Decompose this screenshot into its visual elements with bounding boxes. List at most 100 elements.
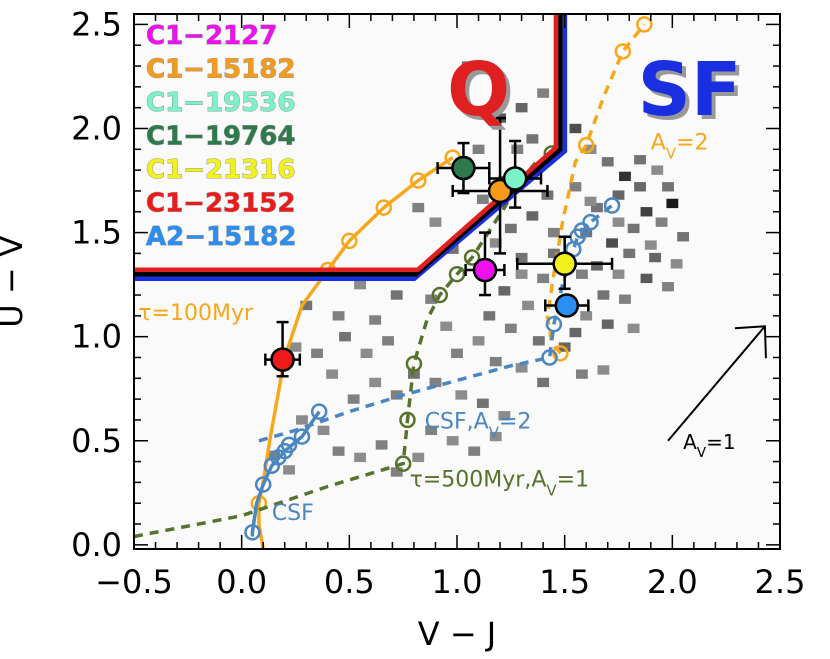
galaxy-point [472, 257, 498, 283]
density-cell [283, 465, 295, 475]
y-tick-label: 2.0 [71, 109, 122, 147]
y-tick-label: 0.5 [71, 422, 122, 460]
selection-boundary [134, 14, 568, 281]
track-marker [394, 455, 412, 472]
density-cell [369, 377, 382, 388]
y-axis-label: U − V [0, 235, 30, 328]
y-tick-label: 1.5 [71, 214, 122, 252]
density-cell [537, 88, 550, 98]
density-cell [446, 436, 459, 446]
x-tick-label: 2.0 [647, 563, 698, 601]
density-cell [429, 377, 442, 388]
galaxy-point [270, 347, 295, 372]
density-cell [670, 259, 683, 269]
density-cell [461, 61, 474, 71]
density-cell [515, 102, 528, 113]
x-tick-label: 0.5 [324, 563, 375, 601]
density-cell [326, 369, 339, 379]
density-cell [483, 311, 496, 321]
density-cell [300, 300, 313, 311]
density-cell [627, 223, 640, 234]
density-cell [429, 217, 442, 227]
galaxy-point [451, 155, 476, 181]
density-cell [619, 171, 631, 182]
density-cell [606, 238, 618, 248]
density-cell [666, 198, 679, 209]
density-cell [498, 411, 511, 421]
annotation-label: CSF,AV=2 [425, 409, 532, 441]
track-marker [293, 428, 311, 445]
density-cell [476, 194, 489, 204]
x-tick-label: 1.0 [432, 563, 483, 601]
density-cell [634, 155, 646, 165]
density-cell [655, 217, 668, 227]
legend-entry: C1−23152 [146, 189, 295, 219]
density-cell [522, 300, 534, 311]
density-cell [601, 157, 614, 167]
x-tick-label: 1.5 [539, 563, 590, 601]
annotation-label: AV=2 [651, 130, 709, 162]
density-cell [584, 196, 597, 207]
legend-entry: C1−21316 [146, 155, 295, 185]
legend-entry: C1−19764 [146, 122, 295, 152]
density-cell [537, 377, 550, 388]
density-cell [489, 431, 502, 442]
density-cell [547, 248, 560, 259]
track-marker [573, 222, 591, 239]
track-marker [409, 172, 427, 189]
track-line [250, 410, 321, 537]
density-cell [569, 182, 582, 192]
density-cell [515, 363, 528, 373]
density-cell [446, 244, 459, 254]
reddening-arrowhead [734, 325, 767, 359]
density-cell [268, 450, 280, 461]
density-cell [575, 369, 588, 379]
track-marker [552, 345, 569, 362]
density-cell [591, 261, 603, 271]
galaxy-point [554, 293, 580, 318]
density-cell [412, 452, 425, 463]
boundary-line [134, 14, 568, 281]
x-tick-label: 0.0 [216, 563, 267, 601]
legend-entry: C1−15182 [146, 55, 295, 85]
density-cell [504, 223, 517, 234]
y-tick-label: 2.5 [71, 5, 122, 43]
density-cell [612, 217, 625, 227]
density-cell [662, 282, 674, 292]
density-cell [296, 415, 308, 425]
galaxy-point [502, 166, 528, 191]
density-cell [627, 323, 640, 334]
density-cell [425, 294, 438, 304]
density-cell [472, 336, 485, 346]
density-cell [451, 348, 463, 359]
density-cell [339, 331, 351, 342]
density-cell [360, 348, 373, 359]
y-tick-label: 1.0 [71, 318, 122, 356]
density-cell [455, 390, 468, 400]
track-marker [545, 315, 563, 333]
density-cell [526, 134, 539, 144]
density-cell [390, 390, 403, 400]
track-marker [603, 197, 621, 214]
track-marker [614, 43, 632, 60]
track-marker [448, 265, 466, 283]
model-tracks [133, 16, 653, 550]
density-cell [601, 319, 614, 329]
region-label: Q [447, 47, 510, 133]
region-label: SF [638, 47, 742, 133]
legend-entry: C1−2127 [146, 21, 277, 51]
density-cell [382, 336, 395, 346]
density-cell [425, 425, 438, 436]
density-cell [347, 394, 360, 404]
density-cell [515, 252, 528, 263]
density-cell [489, 102, 502, 113]
track-marker [463, 249, 481, 266]
density-cell [634, 182, 646, 192]
density-cell [332, 311, 345, 321]
track-marker [636, 16, 653, 33]
density-cell [597, 290, 610, 300]
density-cell [619, 294, 631, 304]
annotations: τ=100Myr CSF CSF,AV=2 τ=500Myr,AV=1 AV=2 AV=1 [138, 130, 767, 526]
